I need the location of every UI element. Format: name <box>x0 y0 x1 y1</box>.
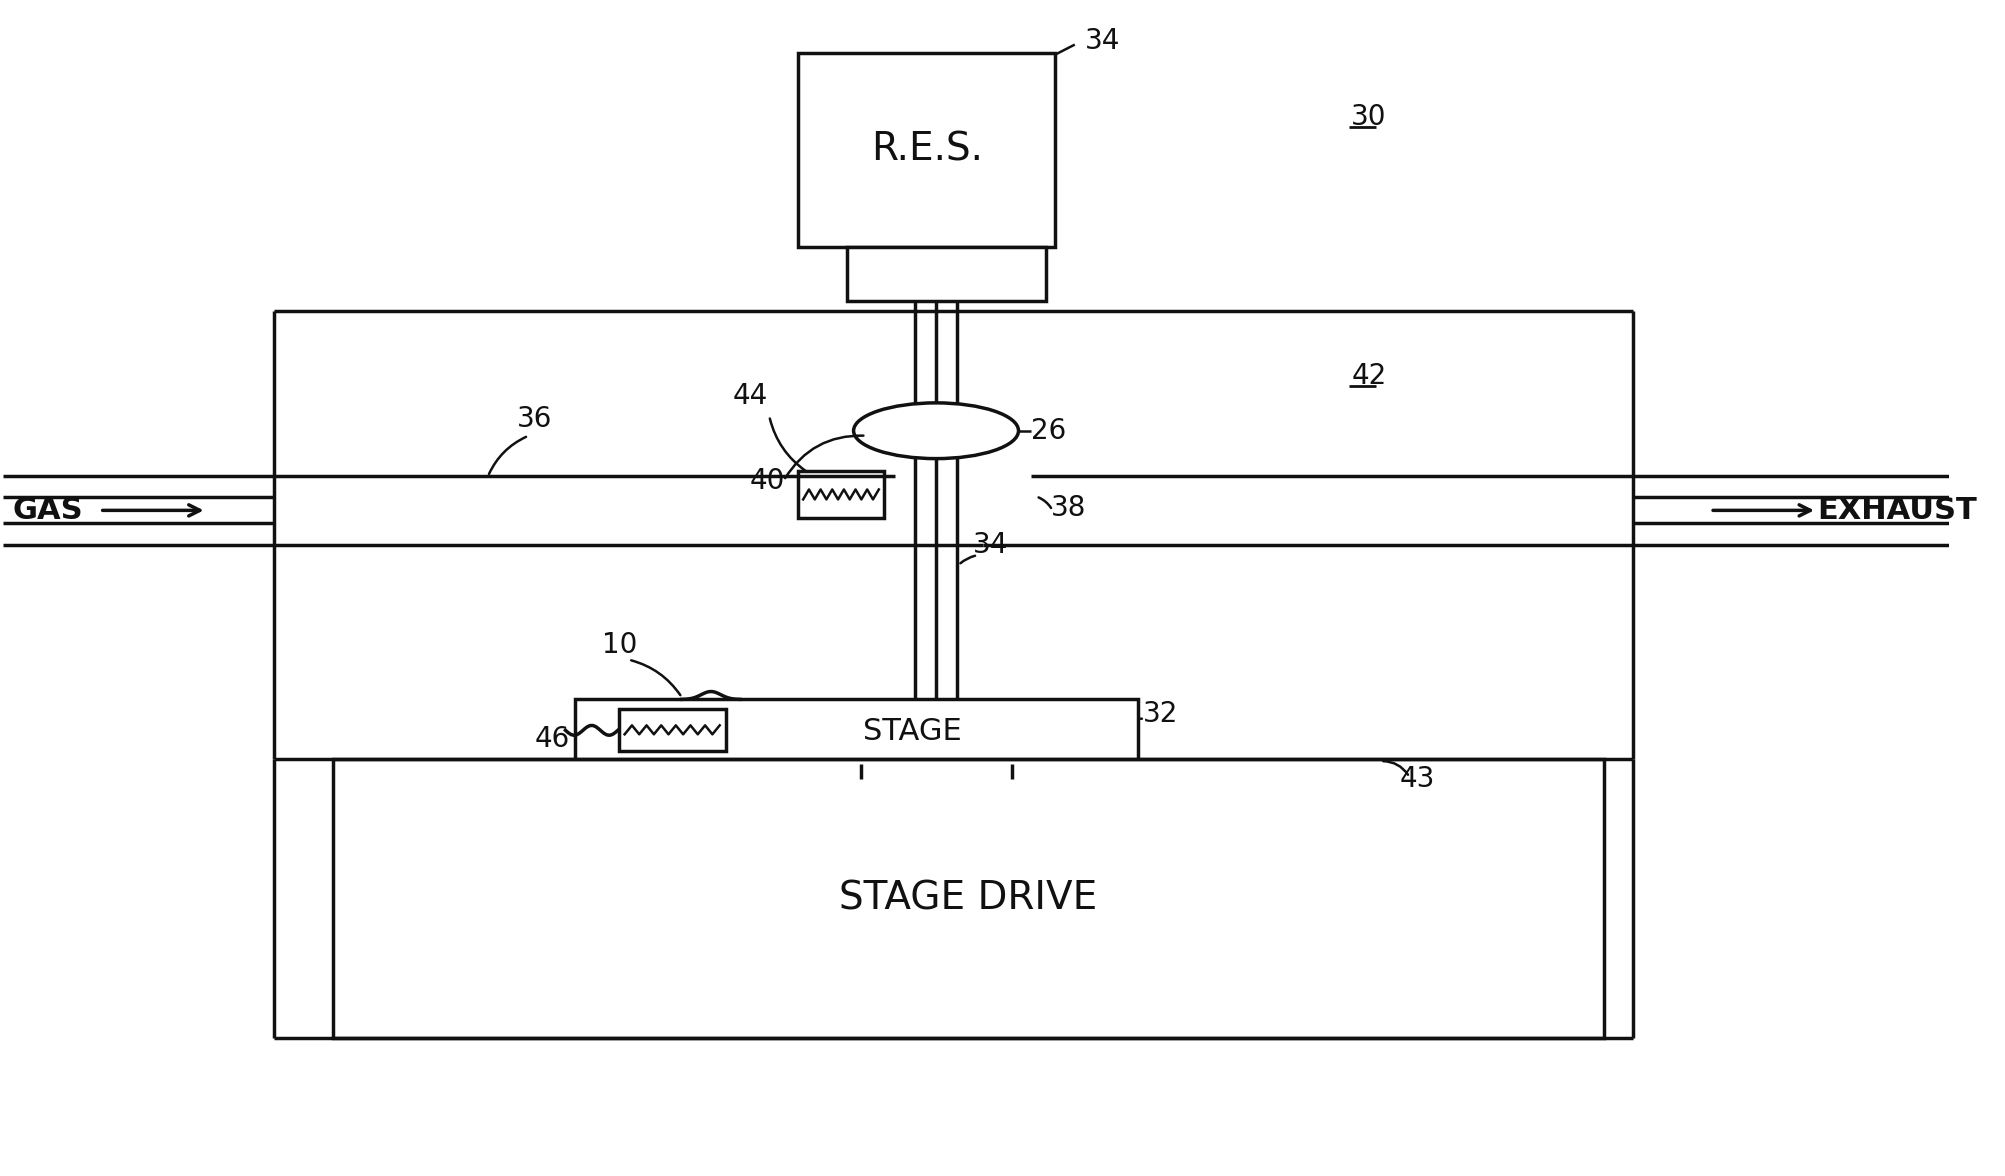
Bar <box>333 760 1602 1038</box>
Text: 44: 44 <box>732 382 768 410</box>
Text: GAS: GAS <box>12 496 82 524</box>
Bar <box>798 53 1055 247</box>
Bar <box>575 700 1137 764</box>
Text: 30: 30 <box>1351 103 1385 132</box>
Text: 43: 43 <box>1399 766 1434 793</box>
Text: R.E.S.: R.E.S. <box>870 131 982 168</box>
Ellipse shape <box>854 403 1019 459</box>
Text: 32: 32 <box>1143 701 1177 728</box>
Bar <box>846 247 1045 301</box>
Text: EXHAUST: EXHAUST <box>1817 496 1975 524</box>
Bar <box>618 709 726 751</box>
Text: 46: 46 <box>533 726 569 754</box>
Text: STAGE DRIVE: STAGE DRIVE <box>838 880 1097 917</box>
Text: 34: 34 <box>972 532 1009 560</box>
Text: 40: 40 <box>750 467 784 495</box>
Text: 42: 42 <box>1351 362 1385 390</box>
Text: 34: 34 <box>1085 27 1119 54</box>
Text: STAGE: STAGE <box>862 717 962 747</box>
Text: 38: 38 <box>1051 494 1085 522</box>
Bar <box>798 470 884 519</box>
Text: 36: 36 <box>517 405 551 433</box>
Text: 26: 26 <box>1031 416 1067 445</box>
Text: 10: 10 <box>602 630 638 659</box>
